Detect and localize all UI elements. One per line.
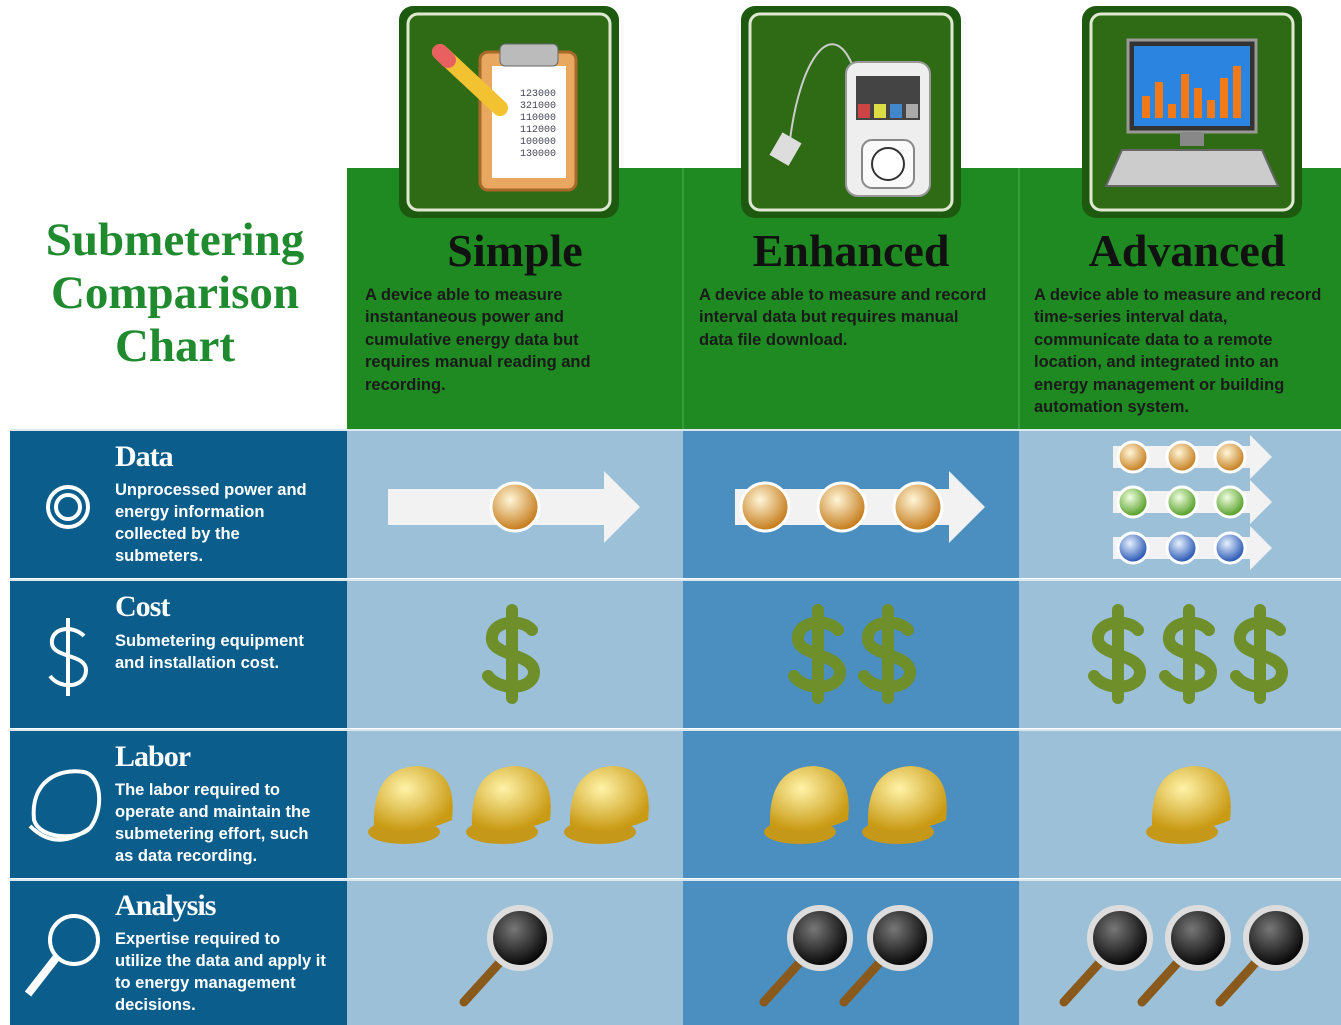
cell [683,580,1019,728]
dollar-icon [1088,604,1147,704]
clipboard-number: 130000 [520,149,556,160]
magnifier-lens [1165,905,1231,971]
hard-hat [867,766,947,831]
pencil-tip [432,44,456,68]
data-ball [1213,485,1247,519]
dollar-icon [1159,604,1218,704]
column-title: Enhanced [752,225,950,276]
stand [1180,132,1204,146]
column-description: A device able to measure and record time… [1034,286,1322,417]
cell [683,880,1019,1025]
screen-bar [1181,74,1189,118]
magnifier-handle [1059,955,1107,1007]
row-label-cell [10,430,347,578]
screen-bar [1220,78,1228,118]
magnifier-lens [1087,905,1153,971]
meter-button [874,104,886,118]
analysis-icon [48,914,100,966]
screen-bar [1233,66,1241,118]
magnifier-handle [1137,955,1185,1007]
data-ball [1116,440,1150,474]
clipboard-number: 123000 [520,89,556,100]
dollar-icon [788,604,847,704]
screen-bar [1194,88,1202,118]
clipboard-number: 110000 [520,113,556,124]
data-icon [46,485,90,529]
dollar-icon [1230,604,1289,704]
paper [492,66,566,178]
data-ball [1116,485,1150,519]
hard-hat [373,766,453,831]
data-ball [1213,531,1247,565]
data-icon [54,493,82,521]
labor-icon [28,769,102,842]
column-description: A device able to measure and record inte… [699,286,987,349]
screen-bar [1142,96,1150,118]
magnifier-handle [839,955,887,1007]
cost-icon [48,618,89,696]
row-title: Cost [115,590,170,623]
analysis-icon [24,955,60,997]
usb [769,132,802,166]
data-ball [1213,440,1247,474]
dollar-icon [482,604,541,704]
magnifier-handle [459,955,507,1007]
dollar-icon [858,604,917,704]
meter-button [890,104,902,118]
row-description: Unprocessed power and energy information… [115,481,307,565]
data-ball [739,481,791,533]
magnifier-lens [787,905,853,971]
screen [1134,46,1250,126]
clip [499,43,559,67]
column-description: A device able to measure instantaneous p… [365,286,591,394]
data-ball [1165,440,1199,474]
data-ball [892,481,944,533]
data-ball [1165,531,1199,565]
hard-hat [569,766,649,831]
row-description: The labor required to operate and mainta… [115,781,311,865]
row-description: Expertise required to utilize the data a… [115,930,326,1014]
row-label-cell [10,730,347,878]
hard-hat [1151,766,1231,831]
row-description: Submetering equipment and installation c… [115,632,304,672]
meter-button [906,104,918,118]
meter-button [858,104,870,118]
outlet-face [871,147,905,181]
data-ball [1116,531,1150,565]
hard-hat [769,766,849,831]
row-title: Labor [115,740,191,773]
row-title: Analysis [115,889,216,922]
main-title: Submetering Comparison Chart [45,214,305,372]
data-ball [489,481,541,533]
cell [683,730,1019,878]
keyboard [1104,149,1280,187]
magnifier-lens [1243,905,1309,971]
screen-bar [1168,104,1176,118]
clipboard-number: 100000 [520,137,556,148]
magnifier-lens [487,905,553,971]
magnifier-handle [759,955,807,1007]
data-ball [816,481,868,533]
screen-bar [1155,82,1163,118]
magnifier-lens [867,905,933,971]
column-title: Simple [447,225,583,276]
hard-hat [471,766,551,831]
magnifier-handle [1215,955,1263,1007]
row-label-cell [10,880,347,1025]
screen-bar [1207,100,1215,118]
data-ball [1165,485,1199,519]
row-title: Data [115,440,174,473]
column-title: Advanced [1088,225,1286,276]
clipboard-number: 321000 [520,101,556,112]
clipboard-number: 112000 [520,125,556,136]
